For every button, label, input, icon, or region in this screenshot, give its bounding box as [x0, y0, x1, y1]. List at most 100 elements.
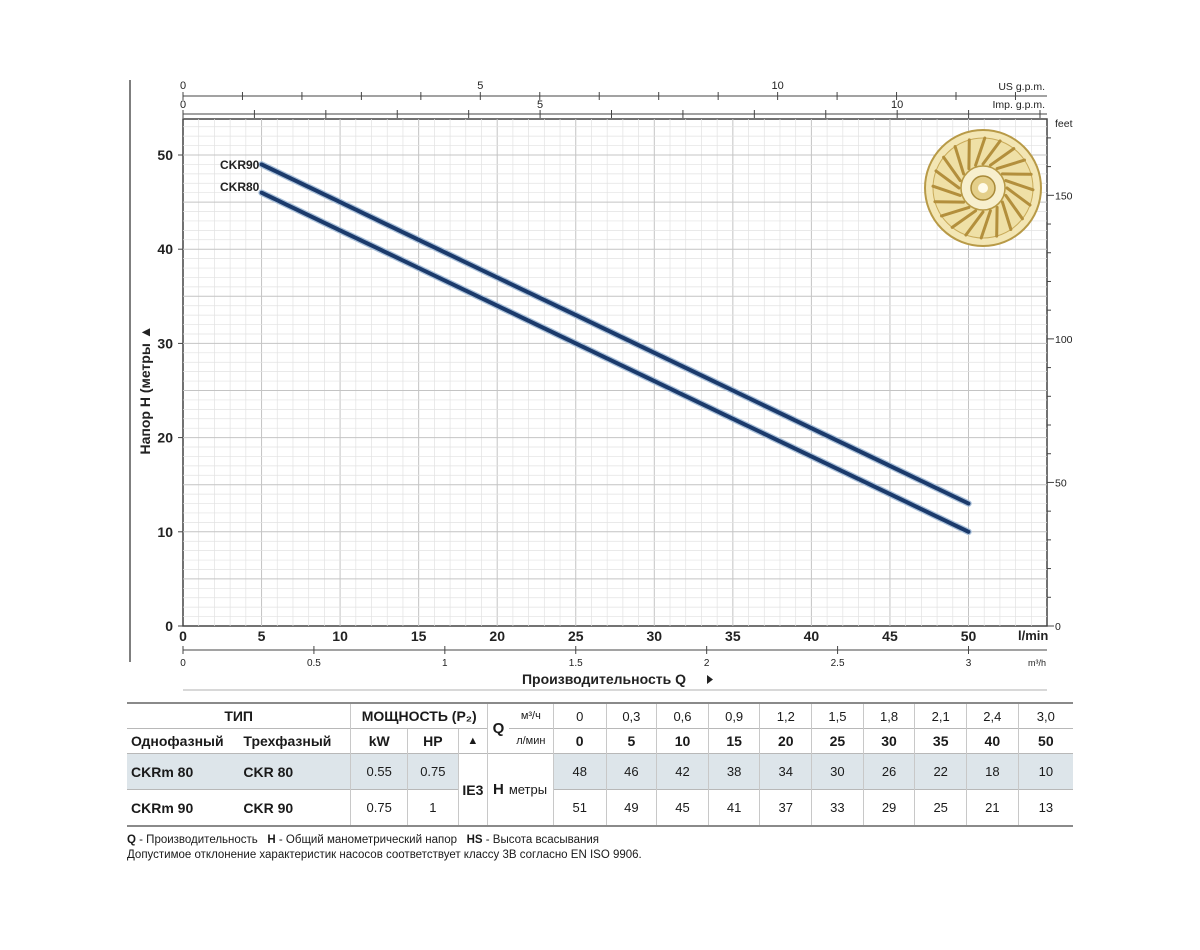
model-three: CKR 90	[239, 789, 351, 827]
feet-tick-label: 100	[1055, 334, 1073, 346]
m3h-tick-label: 2	[704, 658, 710, 669]
head-value: 26	[862, 753, 915, 790]
impeller-vane	[934, 169, 961, 190]
x-axis-label: Производительность Q	[522, 671, 686, 687]
q-text: - Производительность	[135, 834, 258, 846]
table-row: CKRm 80 CKR 80 0.55 0.75 IE3 H метры 48 …	[127, 753, 1073, 827]
q-m3h-5: 1,5	[811, 702, 864, 729]
imp-gpm-tick-label: 5	[537, 99, 543, 111]
series-line-ckr80	[259, 190, 971, 534]
x-tick-label: 45	[882, 628, 898, 644]
series-line-ckr90	[259, 162, 971, 506]
power-kw: 0.55	[350, 753, 408, 790]
series-group	[258, 161, 972, 536]
x-tick-label: 40	[804, 628, 820, 644]
y-tick-label: 20	[157, 430, 173, 446]
q-m3h-7: 2,1	[914, 702, 967, 729]
model-single: CKRm 80	[127, 753, 240, 790]
q-label: Q	[487, 702, 509, 754]
q-m3h-0: 0	[552, 702, 607, 729]
head-value: 29	[862, 789, 915, 827]
grid	[183, 119, 1047, 626]
triangle-icon: ▲	[457, 728, 488, 754]
q-m3h-6: 1,8	[862, 702, 915, 729]
head-value: 38	[707, 753, 760, 790]
tolerance-note: Допустимое отклонение характеристик насо…	[127, 849, 642, 861]
pump-performance-chart: US g.p.m. Imp. g.p.m. CKR90 CKR80 Напор …	[129, 80, 1073, 691]
power-kw: 0.75	[350, 789, 408, 827]
impeller-vane	[1000, 200, 1013, 231]
kw-header: kW	[350, 728, 408, 754]
power-hp: 1	[407, 789, 459, 827]
single-phase-header: Однофазный	[127, 728, 240, 754]
head-value: 25	[914, 789, 967, 827]
footnotes: Q - Производительность H - Общий маномет…	[127, 833, 642, 863]
hp-header: HP	[407, 728, 459, 754]
imp-gpm-tick-label: 0	[180, 99, 186, 111]
x-tick-label: 15	[411, 628, 427, 644]
m3h-tick-label: 1	[442, 658, 448, 669]
impeller-vane	[950, 209, 978, 229]
top-axes: US g.p.m. Imp. g.p.m.	[183, 81, 1047, 115]
feet-tick-label: 150	[1055, 190, 1073, 202]
head-value: 48	[552, 753, 607, 790]
us-gpm-tick-label: 5	[477, 80, 483, 92]
right-axis-label: feet	[1055, 118, 1073, 130]
q-lmin-4: 20	[759, 728, 812, 754]
q-lmin-5: 25	[811, 728, 864, 754]
head-value: 34	[759, 753, 812, 790]
q-lmin-7: 35	[914, 728, 967, 754]
impeller-vane	[981, 139, 1002, 166]
lmin-unit: л/мин	[508, 728, 554, 754]
impeller-vane	[1005, 186, 1032, 207]
impeller-vane	[995, 158, 1026, 171]
y-tick-label: 40	[157, 241, 173, 257]
q-m3h-1: 0,3	[605, 702, 657, 729]
plot-area	[182, 118, 1048, 627]
head-value: 10	[1017, 753, 1073, 790]
head-value: 18	[966, 753, 1019, 790]
h-key: H	[267, 834, 276, 846]
y-tick-label: 10	[157, 524, 173, 540]
y-tick-label: 50	[157, 147, 173, 163]
impeller-illustration	[924, 129, 1042, 247]
q-key: Q	[127, 834, 136, 846]
head-value: 45	[656, 789, 709, 827]
impeller-vane	[953, 145, 966, 176]
y-tick-label: 30	[157, 335, 173, 351]
head-value: 49	[605, 789, 657, 827]
head-value: 21	[966, 789, 1019, 827]
x-unit-m3h: m³/h	[1028, 658, 1046, 668]
h-label: H	[487, 753, 509, 827]
series-label-ckr80: CKR80	[220, 180, 260, 194]
head-value: 13	[1017, 789, 1073, 827]
model-single: CKRm 90	[127, 789, 240, 827]
x-axis-arrow-icon	[707, 675, 713, 684]
x-tick-label: 10	[332, 628, 348, 644]
q-m3h-2: 0,6	[656, 702, 709, 729]
legend-line: Q - Производительность H - Общий маномет…	[127, 833, 642, 848]
q-lmin-0: 0	[552, 728, 607, 754]
hs-key: HS	[466, 834, 483, 846]
y-tick-label: 0	[165, 618, 173, 634]
power-hp: 0.75	[407, 753, 459, 790]
m3h-unit: м³/ч	[508, 702, 554, 729]
performance-table: ТИП МОЩНОСТЬ (P₂) Q м³/ч 0 0,3 0,6 0,9 1…	[127, 702, 1073, 827]
type-header: ТИП	[127, 702, 351, 729]
q-m3h-9: 3,0	[1017, 702, 1073, 729]
power-header: МОЩНОСТЬ (P₂)	[350, 702, 488, 729]
head-value: 51	[552, 789, 607, 827]
m3h-tick-label: 0.5	[307, 658, 321, 669]
head-value: 42	[656, 753, 709, 790]
feet-tick-label: 0	[1055, 621, 1061, 633]
x-unit-lmin: l/min	[1018, 628, 1048, 643]
head-value: 46	[605, 753, 657, 790]
x-tick-label: 5	[258, 628, 266, 644]
head-value: 33	[811, 789, 864, 827]
q-m3h-8: 2,4	[966, 702, 1019, 729]
x-tick-label: 30	[647, 628, 663, 644]
m3h-tick-label: 0	[180, 658, 186, 669]
head-value: 41	[707, 789, 760, 827]
us-gpm-label: US g.p.m.	[998, 81, 1045, 93]
impeller-vane	[942, 155, 962, 183]
